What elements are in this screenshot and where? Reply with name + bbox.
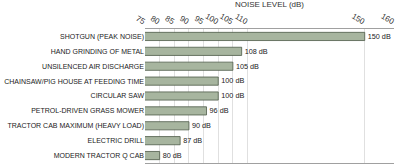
svg-text:HAND GRINDING OF METAL: HAND GRINDING OF METAL bbox=[51, 48, 144, 55]
svg-text:90 dB: 90 dB bbox=[192, 121, 211, 130]
svg-text:NOISE LEVEL (dB): NOISE LEVEL (dB) bbox=[235, 0, 304, 9]
svg-text:75: 75 bbox=[134, 14, 147, 27]
svg-text:80: 80 bbox=[149, 14, 162, 27]
svg-text:100: 100 bbox=[204, 12, 221, 27]
svg-text:100 dB: 100 dB bbox=[221, 91, 244, 100]
svg-text:ELECTRIC DRILL: ELECTRIC DRILL bbox=[88, 137, 145, 144]
svg-text:108 dB: 108 dB bbox=[245, 47, 268, 56]
svg-text:150 dB: 150 dB bbox=[368, 32, 391, 41]
svg-text:80 dB: 80 dB bbox=[163, 151, 182, 160]
svg-text:100 dB: 100 dB bbox=[221, 76, 244, 85]
svg-text:87 dB: 87 dB bbox=[183, 136, 202, 145]
svg-text:110: 110 bbox=[233, 12, 249, 26]
svg-text:105 dB: 105 dB bbox=[236, 62, 259, 71]
svg-text:MODERN TRACTOR Q CAB: MODERN TRACTOR Q CAB bbox=[54, 152, 145, 160]
svg-text:TRACTOR CAB MAXIMUM (HEAVY LOA: TRACTOR CAB MAXIMUM (HEAVY LOAD) bbox=[7, 122, 144, 130]
svg-text:CHAINSAW/PIG HOUSE AT FEEDING: CHAINSAW/PIG HOUSE AT FEEDING TIME bbox=[4, 78, 144, 85]
svg-text:96 dB: 96 dB bbox=[210, 106, 229, 115]
svg-text:PETROL-DRIVEN GRASS MOWER: PETROL-DRIVEN GRASS MOWER bbox=[31, 107, 144, 114]
svg-text:85: 85 bbox=[164, 14, 177, 27]
svg-text:90: 90 bbox=[178, 14, 191, 27]
svg-text:SHOTGUN (PEAK NOISE): SHOTGUN (PEAK NOISE) bbox=[60, 33, 144, 41]
svg-text:CIRCULAR SAW: CIRCULAR SAW bbox=[91, 92, 145, 99]
svg-text:150: 150 bbox=[350, 12, 367, 27]
svg-text:UNSILENCED AIR DISCHARGE: UNSILENCED AIR DISCHARGE bbox=[42, 63, 144, 70]
svg-text:160: 160 bbox=[379, 12, 396, 27]
svg-text:105: 105 bbox=[218, 12, 235, 27]
svg-text:95: 95 bbox=[193, 14, 206, 27]
